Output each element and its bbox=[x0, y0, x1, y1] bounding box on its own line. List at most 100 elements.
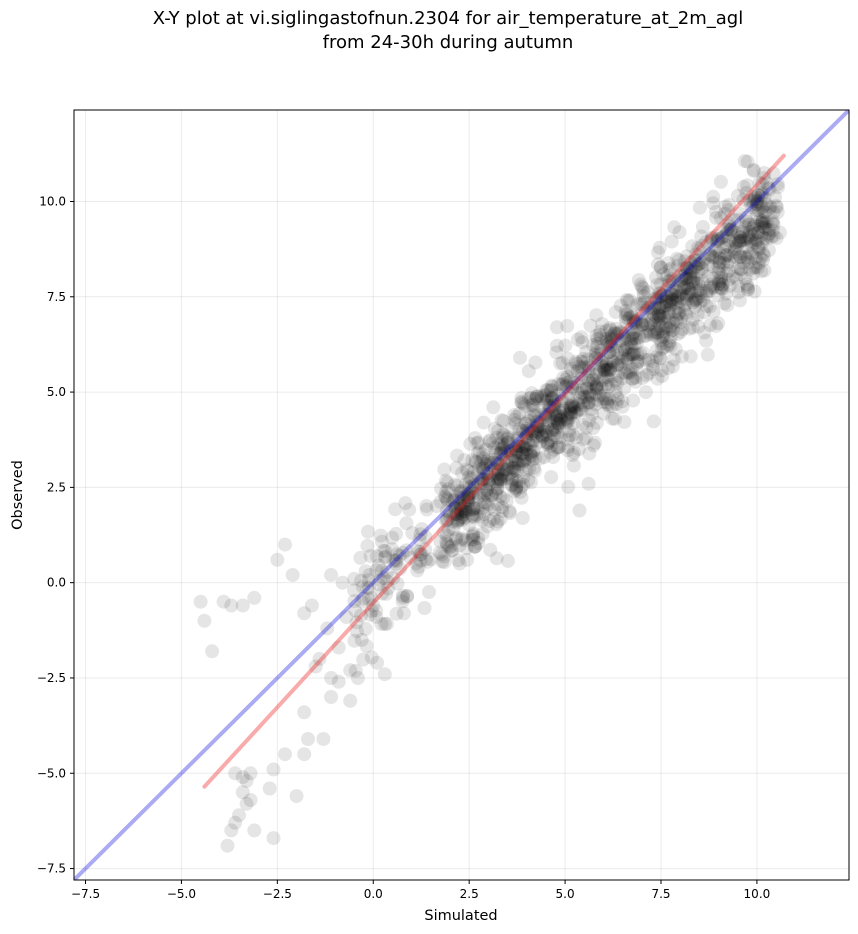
data-point bbox=[739, 214, 754, 229]
data-point bbox=[566, 416, 581, 431]
grid-lines bbox=[74, 110, 849, 880]
data-point bbox=[594, 359, 609, 374]
data-point bbox=[550, 338, 564, 353]
data-point bbox=[659, 319, 674, 334]
data-point bbox=[581, 373, 596, 388]
data-point bbox=[646, 327, 661, 342]
data-point bbox=[375, 534, 389, 549]
data-point bbox=[594, 355, 609, 369]
data-point bbox=[563, 374, 577, 389]
data-point bbox=[740, 282, 755, 297]
data-point bbox=[689, 293, 704, 308]
data-point bbox=[493, 445, 508, 460]
data-point bbox=[232, 808, 246, 823]
data-point bbox=[510, 456, 525, 471]
data-point bbox=[560, 440, 575, 454]
data-point bbox=[396, 606, 411, 621]
data-point bbox=[641, 352, 656, 367]
data-point bbox=[471, 476, 486, 491]
data-point bbox=[655, 342, 670, 356]
data-point bbox=[514, 439, 529, 454]
data-point bbox=[482, 433, 497, 448]
data-point bbox=[456, 490, 471, 505]
data-point bbox=[683, 269, 697, 284]
data-point bbox=[524, 390, 538, 405]
data-point bbox=[590, 377, 604, 392]
data-point bbox=[413, 553, 428, 568]
data-point bbox=[603, 362, 618, 377]
data-point bbox=[592, 327, 607, 342]
data-point bbox=[583, 318, 598, 333]
data-point bbox=[549, 393, 563, 408]
data-point bbox=[520, 422, 535, 436]
data-point bbox=[512, 457, 527, 472]
data-point bbox=[493, 511, 508, 526]
data-point bbox=[504, 478, 519, 493]
data-point bbox=[487, 502, 502, 517]
data-point bbox=[448, 501, 463, 516]
data-point bbox=[758, 221, 773, 236]
data-point bbox=[460, 490, 474, 504]
data-point bbox=[491, 464, 506, 479]
data-point bbox=[459, 541, 474, 556]
data-point bbox=[614, 345, 629, 360]
data-point bbox=[630, 297, 645, 312]
data-point bbox=[755, 220, 770, 235]
data-point bbox=[477, 456, 492, 471]
data-point bbox=[440, 538, 455, 553]
data-point bbox=[580, 352, 595, 367]
data-point bbox=[714, 270, 729, 285]
data-point bbox=[490, 497, 505, 512]
data-point bbox=[550, 416, 565, 431]
data-point bbox=[603, 330, 618, 345]
data-point bbox=[742, 217, 757, 232]
data-point bbox=[765, 223, 780, 238]
data-point bbox=[471, 489, 486, 504]
data-point bbox=[466, 502, 481, 517]
data-point bbox=[620, 351, 635, 366]
data-point bbox=[565, 381, 580, 395]
data-point bbox=[528, 355, 543, 370]
data-point bbox=[360, 581, 375, 596]
data-point bbox=[550, 420, 565, 435]
data-point bbox=[563, 407, 578, 422]
data-point bbox=[548, 408, 563, 423]
data-point bbox=[482, 501, 497, 516]
data-point bbox=[451, 514, 465, 528]
data-point bbox=[563, 398, 578, 413]
data-point bbox=[740, 279, 755, 294]
data-point bbox=[589, 379, 604, 394]
data-point bbox=[670, 314, 685, 329]
data-point bbox=[414, 522, 429, 537]
data-point bbox=[539, 428, 554, 443]
data-point bbox=[561, 479, 576, 494]
data-point bbox=[674, 268, 689, 283]
data-point bbox=[649, 350, 664, 364]
data-point bbox=[743, 262, 757, 277]
data-point bbox=[511, 453, 526, 468]
data-point bbox=[650, 371, 665, 386]
data-point bbox=[680, 261, 695, 276]
data-point bbox=[449, 460, 464, 475]
data-point bbox=[570, 377, 585, 392]
data-point bbox=[674, 286, 689, 301]
data-point bbox=[549, 411, 564, 425]
data-point bbox=[579, 344, 594, 359]
data-point bbox=[603, 338, 618, 353]
data-point bbox=[688, 299, 703, 314]
data-point bbox=[361, 591, 376, 606]
data-point bbox=[435, 554, 450, 569]
data-point bbox=[490, 456, 505, 471]
data-point bbox=[762, 201, 777, 216]
data-point bbox=[750, 233, 765, 248]
data-point bbox=[444, 543, 459, 558]
data-point bbox=[738, 271, 753, 286]
data-point bbox=[433, 494, 448, 509]
data-point bbox=[656, 326, 671, 341]
data-point bbox=[440, 493, 455, 508]
data-point bbox=[474, 471, 489, 486]
data-point bbox=[700, 283, 714, 298]
data-point bbox=[745, 247, 760, 261]
data-point bbox=[519, 447, 534, 462]
data-point bbox=[686, 276, 700, 291]
